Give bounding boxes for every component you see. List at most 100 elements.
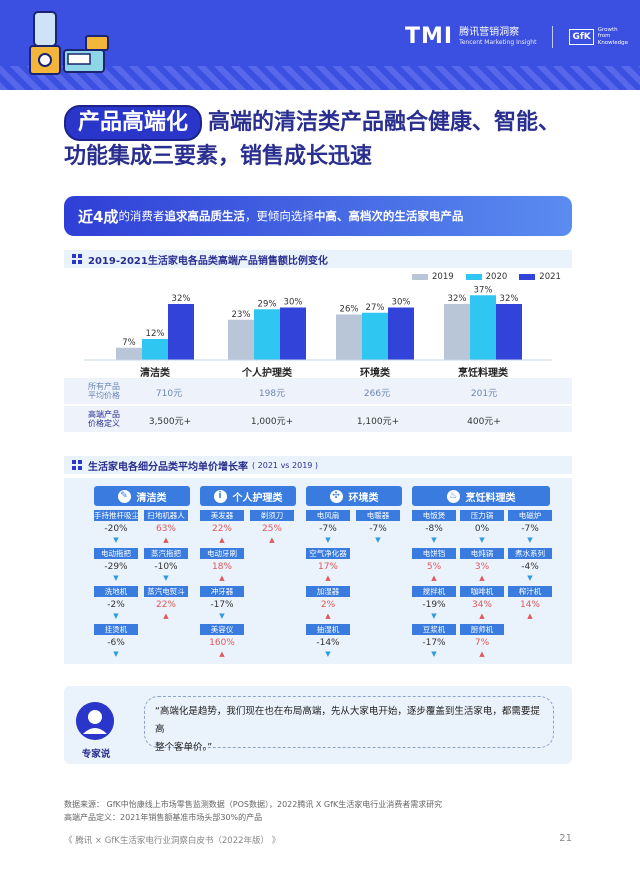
legend-swatch-2021 [519,274,536,280]
growth-value: 22% [211,524,232,534]
subcategory-label: 蒸汽拖把 [144,548,188,559]
logo-separator [552,25,554,48]
expert-label: 专家说 [81,749,111,760]
category-label: 清洁类 [140,366,170,379]
growth-value: -17% [210,600,234,610]
subcategory-label: 剃须刀 [250,510,294,521]
subcategory-label: 扫地机器人 [144,510,188,521]
banner-bold-2: 中高、高档次的生活家电产品 [313,209,464,223]
growth-cell: 电磁炉 -7% ▼ [508,510,552,550]
growth-value: -7% [369,524,387,534]
subcategory-label: 搅拌机 [412,586,456,597]
growth-value: 160% [209,638,235,648]
bar-2021 [168,304,194,360]
growth-cell: 加湿器 2% ▲ [306,586,350,626]
bar-2021 [388,307,414,360]
growth-value: -7% [319,524,337,534]
growth-cell: 挂烫机 -6% ▼ [94,624,138,664]
growth-cell: 厨师机 7% ▲ [460,624,504,664]
bar-value-label: 32% [172,294,191,304]
info-icon: i [213,489,227,503]
growth-cell: 压力锅 0% ▼ [460,510,504,550]
legend-label-2021: 2021 [539,272,561,282]
brush-icon: ✎ [117,489,131,503]
arrow-up-icon: ▲ [325,612,331,620]
growth-cell: 抽湿机 -14% ▼ [306,624,350,664]
arrow-down-icon: ▼ [375,536,381,544]
avg-price-cooking: 201元 [470,389,498,399]
arrow-down-icon: ▼ [163,574,169,582]
bar-value-label: 32% [448,294,467,304]
growth-cell: 空气净化器 17% ▲ [306,548,350,588]
subcategory-label: 手持推杆吸尘器 [94,510,138,521]
category-label: 环境类 [360,366,390,379]
legend-swatch-2019 [412,274,428,280]
premium-price-label-2: 价格定义 [88,419,120,428]
banner-strong: 近4成 [78,207,119,226]
category-header: i 个人护理类 [200,486,296,506]
subcategory-label: 蒸汽电熨斗 [144,586,188,597]
arrow-down-icon: ▼ [113,536,119,544]
growth-value: -6% [107,638,125,648]
bar-2020 [142,339,168,360]
gfk-tag-2: from [597,33,611,40]
bar-2019 [444,304,470,360]
growth-cell: 剃须刀 25% ▲ [250,510,294,550]
growth-cell: 电暖器 -7% ▼ [356,510,400,550]
premium-price-personal: 1,000元+ [250,417,294,427]
page-title: 产品高端化 高端的清洁类产品融合健康、智能、 功能集成三要素，销售成长迅速 [64,105,624,173]
arrow-up-icon: ▲ [325,574,331,582]
title-line-2: 功能集成三要素，销售成长迅速 [64,144,373,169]
subcategory-label: 电暖器 [356,510,400,521]
legend: 2019 2020 2021 [412,272,561,282]
growth-value: -17% [422,638,446,648]
arrow-down-icon: ▼ [431,536,437,544]
growth-value: -8% [425,524,443,534]
premium-price-row: 高端产品 价格定义 3,500元+ 1,000元+ 1,100元+ 400元+ [64,406,572,432]
subcategory-label: 压力锅 [460,510,504,521]
subcategory-label: 洗地机 [94,586,138,597]
bar-2020 [470,295,496,360]
arrow-up-icon: ▲ [527,612,533,620]
gfk-tag-1: Growth [597,26,618,33]
growth-value: 63% [155,524,176,534]
page-number: 21 [559,833,572,844]
section-grid-icon [72,460,82,470]
growth-cell: 搅拌机 -19% ▼ [412,586,456,626]
section-2-header: 生活家电各细分品类平均单价增长率 ( 2021 vs 2019 ) [64,456,572,474]
bar-chart: 2019 2020 2021 清洁类 个人护理类 环境类 烹饪料理类 7% 23% 26% 3… [64,272,572,432]
brand-logo: TMI 腾讯营销洞察 Tencent Marketing Insight GfK… [405,24,628,49]
growth-cell: 蒸汽拖把 -10% ▼ [144,548,188,588]
logo-en: Tencent Marketing Insight [459,38,537,46]
bar-value-label: 26% [340,305,359,315]
growth-value: -29% [104,562,128,572]
subcategory-label: 电饼铛 [412,548,456,559]
growth-value: -19% [422,600,446,610]
category-label: 个人护理类 [241,366,292,379]
price-table: 所有产品 平均价格 710元 198元 266元 201元 高端产品 价格定义 … [64,378,572,432]
arrow-up-icon: ▲ [163,612,169,620]
category-header: ✣ 环境类 [306,486,402,506]
source-line-2: 高端产品定义：2021年销售额基准市场头部30%的产品 [64,813,263,822]
source-line-1: 数据来源： GfK中怡康线上市场零售监测数据（POS数据），2022腾讯 X G… [64,800,443,809]
avg-price-row: 所有产品 平均价格 710元 198元 266元 201元 [64,378,572,404]
arrow-down-icon: ▼ [113,612,119,620]
premium-price-label-1: 高端产品 [88,410,120,419]
arrow-down-icon: ▼ [527,574,533,582]
premium-price-label: 高端产品 价格定义 [88,410,120,428]
premium-price-cooking: 400元+ [467,417,501,427]
bar-2019 [228,319,254,360]
category-header: ✎ 清洁类 [94,486,190,506]
expert-avatar-icon [76,702,114,740]
quote-line-1: “高端化是趋势，我们现在也在布局高端，先从大家电开始，逐步覆盖到生活家电，都需要… [155,706,540,735]
category-label: 烹饪料理类 [458,366,508,379]
expert-box: 专家说 “高端化是趋势，我们现在也在布局高端，先从大家电开始，逐步覆盖到生活家电… [64,686,572,764]
growth-cell: 豆浆机 -17% ▼ [412,624,456,664]
category-name: 清洁类 [136,492,167,504]
arrow-down-icon: ▼ [219,612,225,620]
bar-2021 [280,307,306,360]
growth-value: -4% [521,562,539,572]
growth-value: 5% [426,562,442,572]
section-grid-icon [72,254,82,264]
arrow-down-icon: ▼ [113,650,119,658]
